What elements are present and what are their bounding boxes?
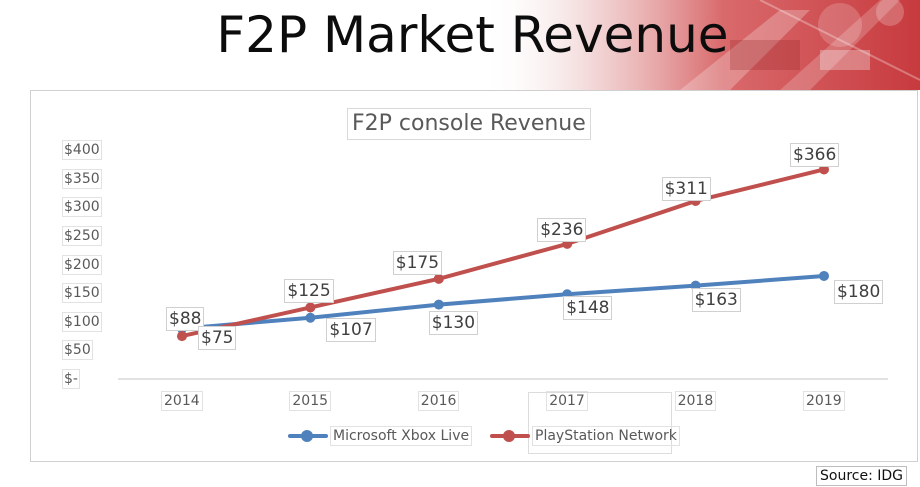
source-note: Source: IDG (816, 466, 908, 486)
data-label-xbox: $130 (428, 310, 479, 335)
y-tick-label: $100 (62, 311, 102, 332)
data-label-psn: $311 (661, 176, 711, 201)
chart-title: F2P console Revenue (347, 108, 591, 140)
y-tick-label: $300 (62, 197, 102, 218)
x-tick-label: 2019 (803, 391, 845, 411)
legend-item-xbox: Microsoft Xbox Live (288, 426, 473, 446)
legend-box (528, 392, 672, 454)
legend-label: Microsoft Xbox Live (330, 426, 473, 446)
y-tick-label: $250 (62, 225, 102, 246)
data-label-xbox: $180 (834, 279, 884, 304)
legend-line-icon (288, 427, 328, 445)
series-line-xbox (180, 273, 826, 331)
legend-item-psn: PlayStation Network (490, 426, 680, 446)
y-tick-label: $150 (62, 283, 102, 304)
data-label-xbox: $163 (691, 287, 741, 312)
data-point-psn (433, 273, 444, 284)
data-point-xbox (433, 299, 444, 310)
x-tick-label: 2018 (674, 391, 717, 411)
data-label-psn: $366 (790, 143, 840, 168)
slide-title: F2P Market Revenue (216, 6, 729, 64)
data-point-xbox (819, 270, 829, 281)
data-label-psn: $125 (284, 279, 334, 304)
legend-line-icon (490, 427, 530, 445)
y-tick-label: $- (62, 369, 80, 389)
decorative-banner-image (480, 0, 920, 90)
data-label-xbox: $88 (166, 306, 205, 331)
series-line-psn (180, 167, 826, 339)
x-tick-label: 2016 (417, 391, 460, 411)
x-tick-label: 2015 (289, 391, 332, 411)
y-tick-label: $350 (62, 168, 102, 189)
legend-swatch-dot (503, 430, 515, 442)
data-label-psn: $175 (392, 250, 443, 275)
x-tick-label: 2017 (546, 391, 588, 411)
data-point-xbox (305, 312, 316, 323)
y-tick-label: $200 (62, 254, 102, 275)
data-point-psn (305, 302, 316, 313)
data-point-psn (177, 331, 187, 342)
data-label-xbox: $107 (326, 317, 376, 342)
data-label-psn: $236 (537, 217, 587, 242)
data-label-xbox: $148 (563, 296, 613, 321)
legend-swatch-dot (301, 430, 313, 442)
x-tick-label: 2014 (161, 391, 203, 411)
data-label-psn: $75 (198, 326, 237, 351)
legend-label: PlayStation Network (532, 426, 680, 446)
y-tick-label: $400 (62, 140, 102, 160)
y-tick-label: $50 (62, 340, 93, 361)
